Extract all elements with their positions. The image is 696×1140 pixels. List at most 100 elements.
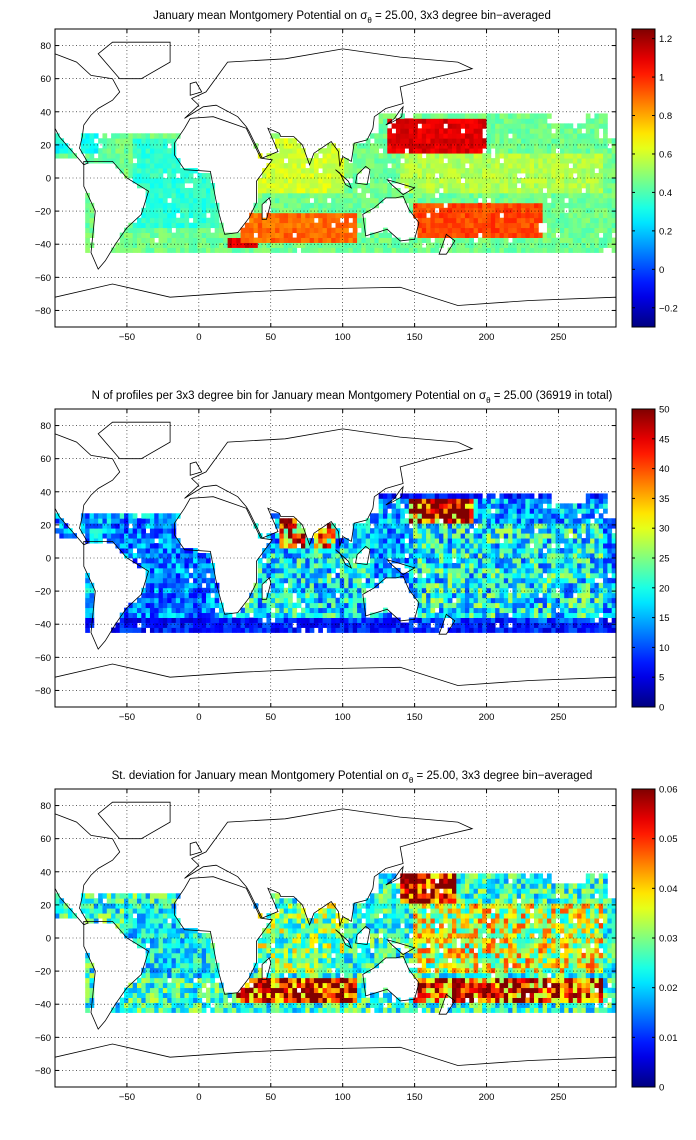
heat-cell [603, 612, 608, 618]
heat-cell [434, 503, 440, 509]
heat-cell [434, 528, 440, 534]
heat-cell [559, 133, 565, 139]
heat-cell [292, 242, 298, 248]
heat-cell [361, 222, 367, 229]
heat-cell [124, 168, 129, 174]
heat-cell [387, 503, 392, 509]
heat-cell [434, 197, 440, 204]
heat-cell [240, 232, 246, 238]
heat-cell [508, 493, 513, 499]
heat-cell [210, 612, 216, 618]
heat-cell [456, 553, 462, 559]
heat-cell [288, 163, 293, 169]
heat-cell [357, 592, 362, 599]
heat-cell [581, 158, 587, 164]
heat-cell [400, 118, 405, 124]
heat-cell [482, 567, 487, 574]
heat-cell [162, 572, 168, 579]
heat-cell [288, 533, 293, 539]
heat-cell [490, 113, 496, 119]
heat-cell [370, 533, 375, 539]
heat-cell [136, 528, 142, 534]
heat-cell [439, 113, 444, 119]
heat-cell [525, 592, 531, 599]
heat-cell [145, 247, 151, 253]
heat-cell [257, 582, 263, 589]
heat-cell [305, 173, 311, 179]
heat-cell [270, 153, 276, 159]
heat-cell [404, 192, 410, 199]
heat-cell [525, 148, 531, 154]
heat-cell [555, 182, 561, 189]
heat-cell [404, 627, 410, 633]
heat-cell [546, 538, 552, 544]
heat-cell [490, 173, 496, 179]
heat-cell [512, 622, 518, 628]
heat-cell [374, 538, 380, 544]
heat-cell [546, 622, 552, 628]
heat-cell [305, 558, 311, 564]
heat-cell [443, 508, 449, 514]
heat-cell [469, 592, 474, 599]
heat-cell [102, 143, 108, 149]
heat-cell [590, 592, 595, 599]
heat-cell [534, 548, 539, 554]
heat-cell [482, 163, 487, 169]
heat-cell [439, 543, 444, 549]
heat-cell [477, 548, 483, 554]
heat-cell [439, 222, 444, 229]
heat-cell [154, 153, 159, 159]
heat-cell [154, 133, 159, 139]
heat-cell [378, 182, 384, 189]
heat-cell [149, 562, 155, 569]
heat-cell [158, 528, 164, 534]
heat-cell [572, 548, 578, 554]
heat-cell [426, 602, 431, 609]
heat-cell [430, 133, 436, 139]
heat-cell [370, 612, 375, 618]
heat-cell [300, 232, 306, 238]
heat-cell [590, 528, 595, 534]
grid-lines [55, 29, 616, 327]
heat-cell [538, 217, 544, 224]
heat-cell [98, 523, 103, 529]
heat-cell [89, 582, 95, 589]
heat-cell [603, 158, 608, 164]
heat-cell [266, 612, 272, 618]
heat-cell [331, 577, 336, 584]
heat-cell [331, 558, 336, 564]
heat-cell [512, 138, 518, 144]
heat-cell [546, 567, 552, 574]
heat-cell [542, 597, 548, 604]
heat-cell [460, 138, 466, 144]
heat-cell [495, 498, 500, 504]
heat-cell [529, 558, 535, 564]
heat-cell [184, 597, 190, 604]
heat-cell [585, 617, 591, 623]
heat-cell [568, 138, 574, 144]
heat-cell [443, 217, 449, 224]
heat-cell [322, 533, 328, 539]
heat-cell [175, 222, 181, 229]
heat-cell [456, 173, 462, 179]
heat-cell [542, 528, 548, 534]
heat-cell [300, 528, 306, 534]
heat-cell [115, 513, 121, 519]
heat-cell [486, 587, 492, 594]
heat-cell [193, 617, 198, 623]
heat-cell [313, 247, 319, 253]
heat-cell [128, 533, 134, 539]
heat-cell [288, 538, 293, 544]
heat-cell [167, 612, 172, 618]
heat-cell [374, 148, 380, 154]
heat-cell [309, 607, 315, 614]
heat-cell [154, 627, 159, 633]
heat-cell [434, 523, 440, 529]
heat-cell [296, 558, 302, 564]
heat-cell [158, 202, 164, 209]
heat-cell [603, 587, 608, 594]
heat-cell [348, 607, 354, 614]
heat-cell [477, 627, 483, 633]
heat-cell [357, 587, 362, 594]
heat-cell [585, 493, 591, 499]
